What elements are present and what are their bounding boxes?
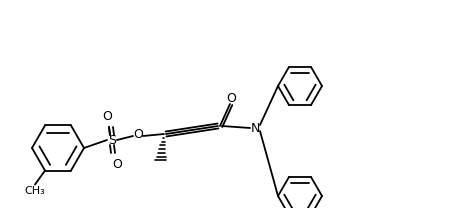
Text: N: N: [251, 121, 260, 135]
Text: O: O: [112, 157, 122, 171]
Text: O: O: [102, 109, 112, 123]
Text: O: O: [226, 92, 236, 104]
Text: S: S: [108, 134, 116, 146]
Text: O: O: [133, 129, 143, 141]
Text: CH₃: CH₃: [25, 186, 45, 196]
